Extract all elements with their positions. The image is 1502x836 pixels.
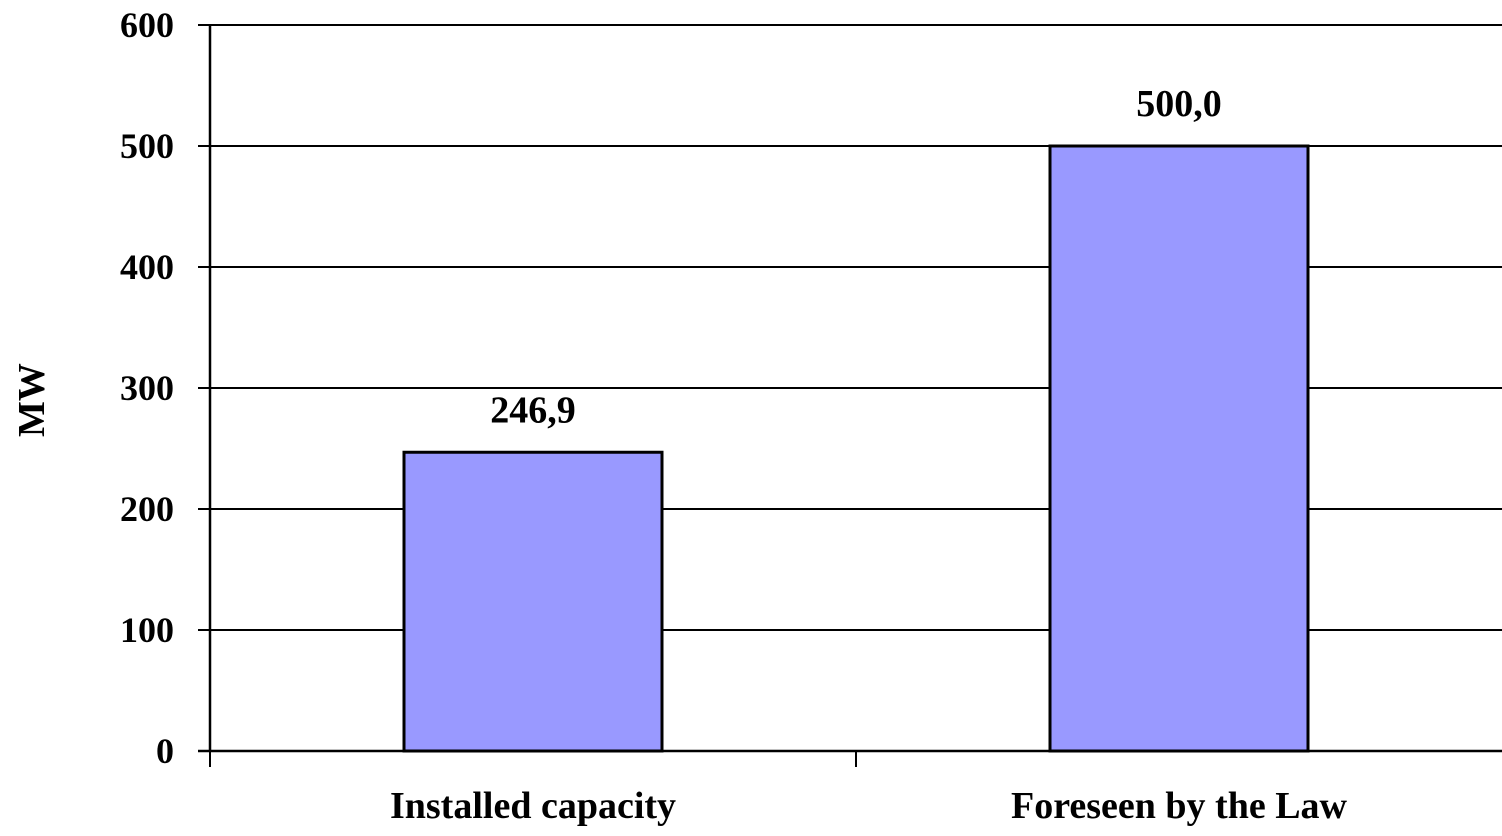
axes [198,24,1502,767]
x-tick-label: Foreseen by the Law [1011,785,1348,827]
y-tick-label: 600 [120,5,174,45]
y-tick-label: 500 [120,126,174,166]
y-axis-label: MW [11,363,53,437]
data-label: 246,9 [490,389,576,431]
y-tick-label: 200 [120,489,174,529]
bars [402,144,1310,753]
bar [402,450,664,753]
y-tick-label: 0 [156,731,174,771]
y-tick-label: 100 [120,610,174,650]
labels: 0 100 200 300 400 500 600 246,9 Installed capaci… [120,5,1348,827]
data-label: 500,0 [1136,83,1222,125]
y-tick-label: 400 [120,247,174,287]
bar [1048,144,1310,753]
x-tick-label: Installed capacity [390,785,676,827]
y-tick-label: 300 [120,368,174,408]
